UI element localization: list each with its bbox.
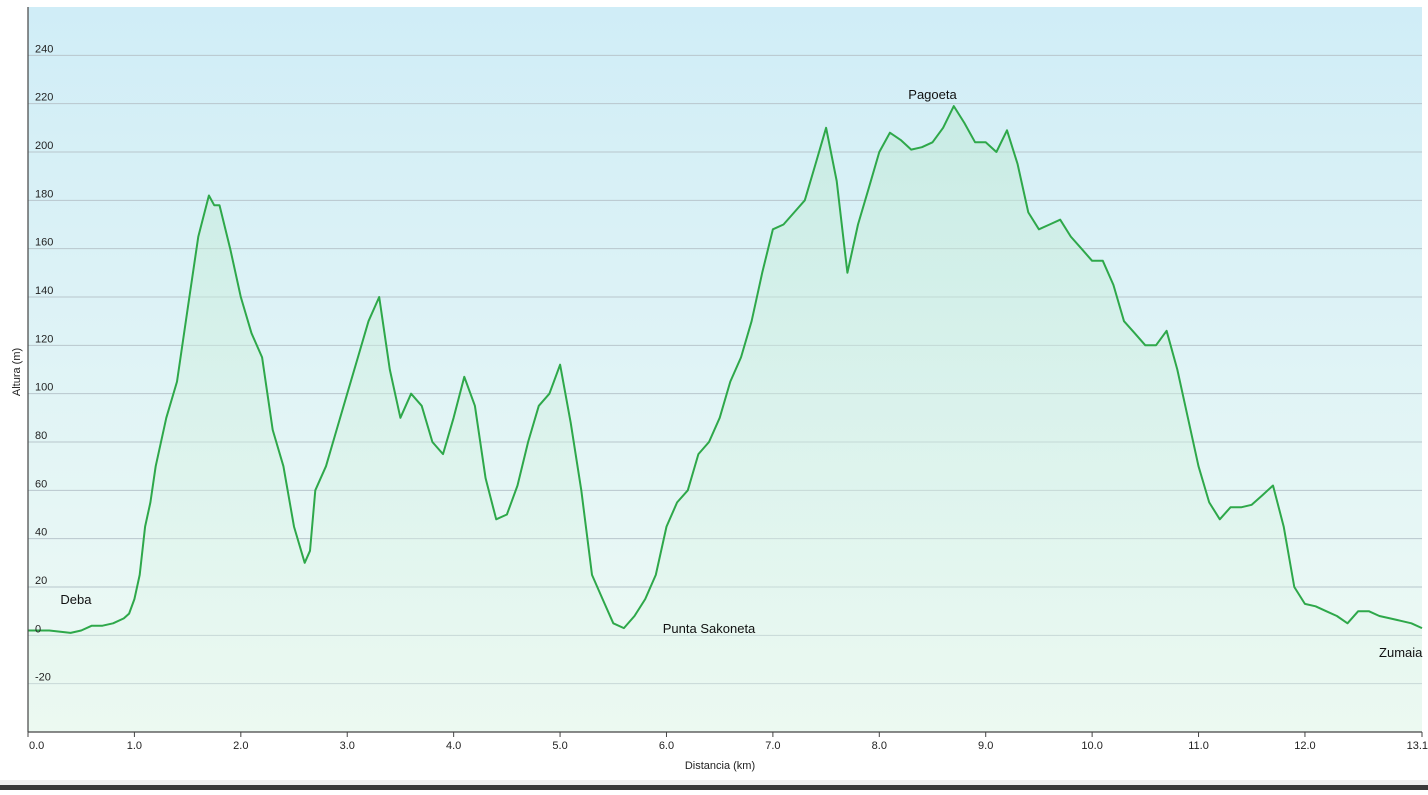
x-tick-label: 10.0 (1081, 740, 1102, 752)
x-tick-label: 5.0 (552, 740, 567, 752)
y-tick-label: 20 (35, 575, 47, 587)
x-tick-label: 6.0 (659, 740, 674, 752)
taskbar-edge (0, 785, 1428, 790)
x-axis-title: Distancia (km) (685, 760, 755, 772)
x-tick-label: 1.0 (127, 740, 142, 752)
y-tick-label: 180 (35, 188, 53, 200)
x-tick-label: 0.0 (29, 740, 44, 752)
y-tick-label: 200 (35, 140, 53, 152)
y-tick-label: 80 (35, 430, 47, 442)
y-axis-title: Altura (m) (11, 348, 23, 396)
y-tick-label: 100 (35, 382, 53, 394)
y-tick-labels: -20 0 20 40 60 80 100 120 140 160 180 200 220 240 (35, 43, 53, 683)
x-tick-label: 8.0 (872, 740, 887, 752)
place-label: Deba (60, 592, 92, 607)
y-tick-label: 220 (35, 92, 53, 104)
y-tick-label: 160 (35, 237, 53, 249)
annotations: Deba Punta Sakoneta Pagoeta Zumaia (60, 87, 1423, 660)
x-tick-label: 13.1 (1407, 740, 1428, 752)
x-tick-label: 3.0 (340, 740, 355, 752)
x-tick-label: 7.0 (765, 740, 780, 752)
x-tick-label: 11.0 (1188, 740, 1209, 752)
x-tick-label: 4.0 (446, 740, 461, 752)
y-tick-label: 0 (35, 623, 41, 635)
y-tick-label: 240 (35, 43, 53, 55)
place-label: Pagoeta (908, 87, 957, 102)
elevation-area-fill (28, 106, 1422, 733)
place-label: Zumaia (1379, 645, 1423, 660)
x-tick-label: 9.0 (978, 740, 993, 752)
window-bottom-strip (0, 780, 1428, 790)
y-tick-label: 40 (35, 527, 47, 539)
y-tick-label: 140 (35, 285, 53, 297)
y-tick-label: 120 (35, 333, 53, 345)
place-label: Punta Sakoneta (663, 621, 756, 636)
y-tick-label: -20 (35, 672, 51, 684)
x-tick-labels: 0.0 1.0 2.0 3.0 4.0 5.0 6.0 7.0 8.0 9.0 10.0 11.0 12… (29, 740, 1428, 752)
x-tick-label: 2.0 (233, 740, 248, 752)
axes (27, 7, 1423, 737)
x-tick-label: 12.0 (1294, 740, 1315, 752)
y-tick-label: 60 (35, 478, 47, 490)
elevation-line (28, 105, 1423, 634)
